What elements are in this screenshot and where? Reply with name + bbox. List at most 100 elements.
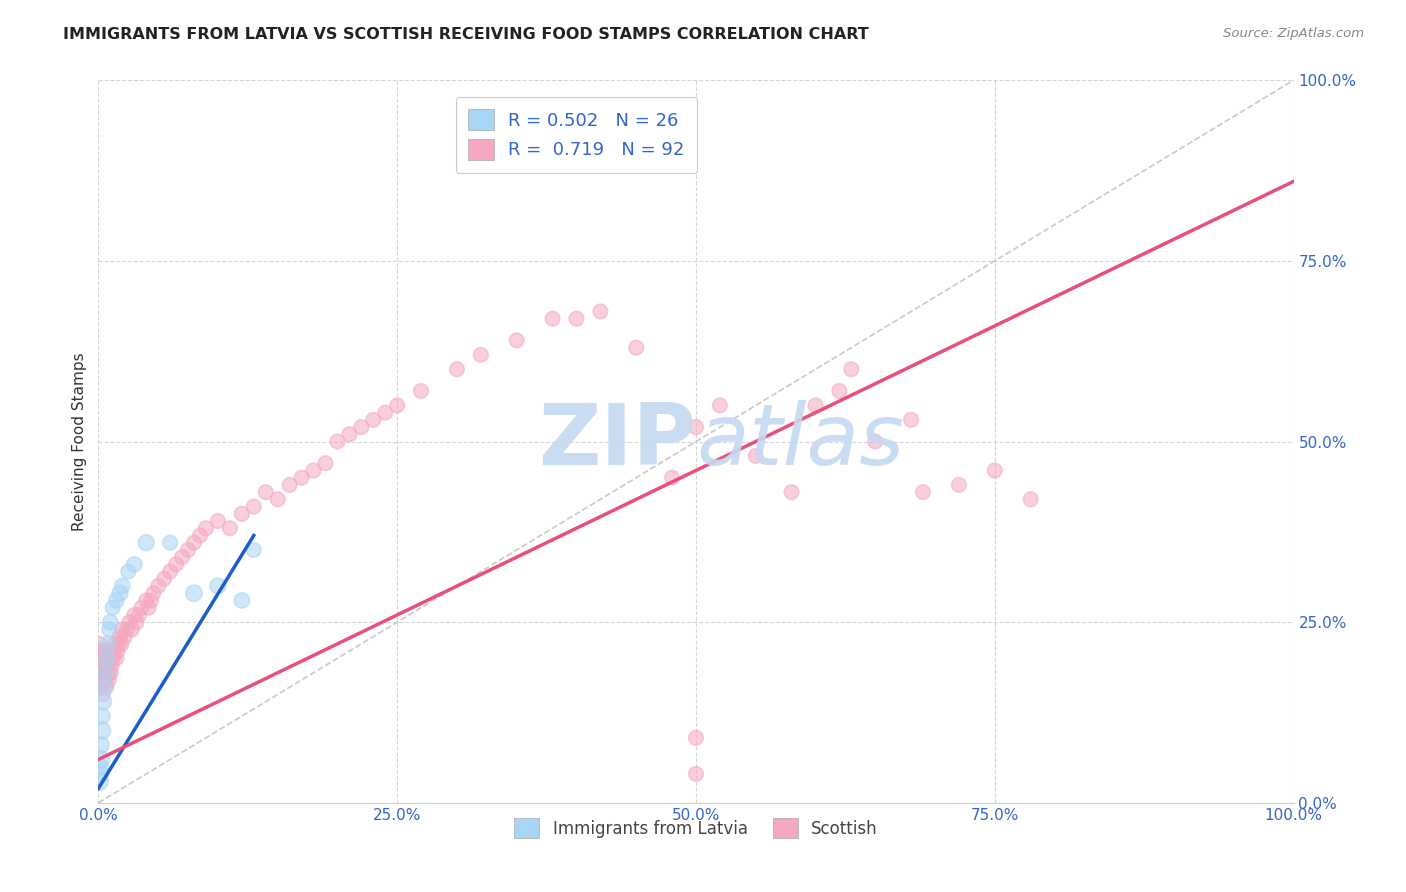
Point bbox=[90, 752, 112, 766]
Point bbox=[911, 485, 934, 500]
Point bbox=[101, 600, 124, 615]
Point bbox=[470, 348, 492, 362]
Point bbox=[135, 593, 157, 607]
Point bbox=[291, 470, 314, 484]
Point bbox=[98, 644, 122, 658]
Text: Source: ZipAtlas.com: Source: ZipAtlas.com bbox=[1223, 27, 1364, 40]
Point bbox=[89, 767, 111, 781]
Legend: Immigrants from Latvia, Scottish: Immigrants from Latvia, Scottish bbox=[508, 812, 884, 845]
Point bbox=[685, 767, 707, 781]
Point bbox=[183, 535, 205, 549]
Point bbox=[91, 723, 114, 738]
Point bbox=[315, 456, 337, 470]
Point bbox=[948, 478, 970, 492]
Point bbox=[91, 687, 114, 701]
Point bbox=[278, 478, 301, 492]
Point bbox=[374, 406, 396, 420]
Point bbox=[101, 651, 124, 665]
Point bbox=[90, 665, 112, 680]
Point bbox=[98, 651, 121, 665]
Point bbox=[97, 637, 120, 651]
Point bbox=[107, 637, 129, 651]
Point bbox=[105, 593, 128, 607]
Point bbox=[219, 521, 242, 535]
Point bbox=[984, 463, 1007, 477]
Point bbox=[90, 738, 112, 752]
Point bbox=[1019, 492, 1042, 507]
Point bbox=[804, 398, 827, 412]
Point bbox=[172, 550, 194, 565]
Point bbox=[124, 558, 146, 572]
Point bbox=[96, 651, 118, 665]
Point bbox=[626, 341, 648, 355]
Point bbox=[91, 651, 114, 665]
Point bbox=[411, 384, 433, 398]
Point bbox=[207, 514, 229, 528]
Point bbox=[865, 434, 887, 449]
Point bbox=[97, 644, 120, 658]
Point bbox=[148, 579, 170, 593]
Point bbox=[111, 623, 134, 637]
Point bbox=[97, 665, 120, 680]
Point bbox=[93, 644, 115, 658]
Point bbox=[385, 398, 409, 412]
Point bbox=[195, 521, 218, 535]
Point bbox=[243, 542, 266, 557]
Point bbox=[541, 311, 564, 326]
Point bbox=[91, 680, 114, 694]
Point bbox=[506, 334, 529, 348]
Point bbox=[350, 420, 373, 434]
Point bbox=[108, 586, 131, 600]
Point bbox=[159, 565, 181, 579]
Point bbox=[125, 615, 148, 630]
Point bbox=[326, 434, 349, 449]
Point bbox=[231, 507, 253, 521]
Point bbox=[121, 623, 143, 637]
Point bbox=[745, 449, 768, 463]
Point bbox=[94, 665, 117, 680]
Point bbox=[207, 579, 229, 593]
Point bbox=[90, 644, 112, 658]
Point bbox=[661, 470, 683, 484]
Text: atlas: atlas bbox=[696, 400, 904, 483]
Point bbox=[183, 586, 205, 600]
Point bbox=[142, 586, 165, 600]
Point bbox=[114, 630, 136, 644]
Point bbox=[267, 492, 290, 507]
Point bbox=[231, 593, 253, 607]
Point bbox=[118, 615, 141, 630]
Text: ZIP: ZIP bbox=[538, 400, 696, 483]
Point bbox=[96, 658, 118, 673]
Point bbox=[685, 731, 707, 745]
Point bbox=[98, 615, 122, 630]
Point bbox=[685, 420, 707, 434]
Point bbox=[103, 644, 125, 658]
Point bbox=[89, 760, 111, 774]
Point bbox=[93, 680, 115, 694]
Point bbox=[243, 500, 266, 514]
Point bbox=[115, 623, 138, 637]
Point bbox=[565, 311, 588, 326]
Point bbox=[98, 623, 121, 637]
Point bbox=[302, 463, 325, 477]
Point bbox=[107, 644, 129, 658]
Point bbox=[900, 413, 922, 427]
Point bbox=[98, 665, 122, 680]
Point bbox=[87, 774, 110, 789]
Point bbox=[446, 362, 468, 376]
Point bbox=[110, 637, 132, 651]
Point bbox=[91, 709, 114, 723]
Point bbox=[87, 665, 110, 680]
Point bbox=[98, 673, 121, 687]
Point bbox=[105, 651, 128, 665]
Point bbox=[100, 658, 122, 673]
Point bbox=[131, 600, 153, 615]
Point bbox=[91, 695, 114, 709]
Point bbox=[94, 651, 117, 665]
Point bbox=[138, 600, 160, 615]
Point bbox=[159, 535, 181, 549]
Point bbox=[96, 680, 118, 694]
Point bbox=[91, 658, 114, 673]
Point bbox=[828, 384, 851, 398]
Point bbox=[89, 651, 111, 665]
